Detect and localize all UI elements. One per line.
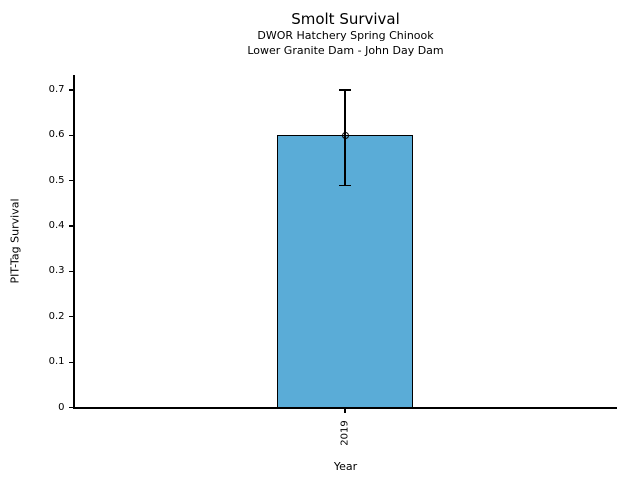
error-bar-cap-bottom xyxy=(339,184,351,186)
y-tick-label: 0.3 xyxy=(48,265,65,277)
y-tick xyxy=(68,89,73,91)
y-tick-label: 0.6 xyxy=(48,129,65,141)
y-tick xyxy=(68,406,73,409)
chart-subtitle-line1: DWOR Hatchery Spring Chinook xyxy=(257,29,434,42)
y-tick-label: 0.2 xyxy=(48,310,65,322)
y-tick xyxy=(68,134,73,137)
chart-title: Smolt Survival xyxy=(291,10,400,28)
y-tick-label: 0.5 xyxy=(48,174,65,186)
x-axis-label: Year xyxy=(333,460,358,473)
x-tick xyxy=(344,408,346,413)
chart-subtitle-line2: Lower Granite Dam - John Day Dam xyxy=(247,44,444,57)
y-tick xyxy=(68,316,73,318)
y-tick xyxy=(68,225,73,227)
y-tick-label: 0.4 xyxy=(48,220,65,232)
y-tick-label: 0 xyxy=(58,401,65,413)
x-tick-label: 2019 xyxy=(339,419,351,446)
y-tick xyxy=(68,180,73,182)
y-tick xyxy=(68,270,73,273)
y-tick-label: 0.7 xyxy=(48,84,65,95)
y-tick xyxy=(68,361,73,363)
y-tick-label: 0.1 xyxy=(48,356,65,368)
data-point-marker xyxy=(341,131,349,139)
y-axis-spine xyxy=(73,75,75,409)
error-bar-cap-top xyxy=(339,89,351,91)
y-axis-label: PIT-Tag Survival xyxy=(8,198,22,284)
